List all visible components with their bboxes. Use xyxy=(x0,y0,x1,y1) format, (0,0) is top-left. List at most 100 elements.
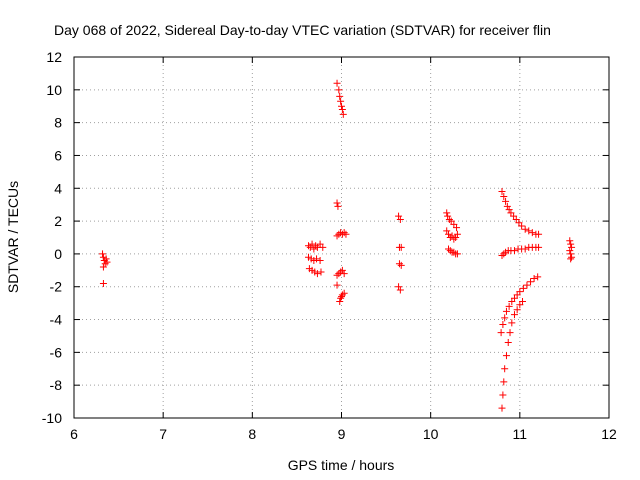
y-tick-label: -6 xyxy=(50,344,63,360)
x-tick-label: 9 xyxy=(338,426,346,442)
data-point xyxy=(566,237,574,245)
data-point xyxy=(516,288,524,296)
y-tick-label: -8 xyxy=(50,377,63,393)
data-point xyxy=(498,252,506,260)
data-point xyxy=(505,206,513,214)
data-point xyxy=(310,245,318,253)
data-point xyxy=(338,291,346,299)
data-point xyxy=(396,286,404,294)
data-point xyxy=(450,235,458,243)
y-tick-label: 10 xyxy=(46,82,62,98)
data-point xyxy=(518,222,526,230)
data-point xyxy=(567,240,575,248)
data-point xyxy=(453,230,461,238)
data-point xyxy=(333,271,341,279)
data-point xyxy=(497,329,505,337)
data-point xyxy=(521,245,529,253)
data-point xyxy=(505,302,513,310)
chart-title: Day 068 of 2022, Sidereal Day-to-day VTE… xyxy=(54,22,551,38)
data-point xyxy=(498,188,506,196)
data-point xyxy=(339,110,347,118)
data-point xyxy=(528,229,536,237)
data-point xyxy=(395,260,403,268)
data-point xyxy=(316,256,324,264)
data-point xyxy=(336,297,344,305)
data-point xyxy=(527,278,535,286)
y-axis-ticks: -10 -8 -6 -4 -2 0 2 4 6 8 10 12 xyxy=(42,49,609,426)
data-point xyxy=(103,258,111,266)
x-tick-label: 11 xyxy=(513,426,528,442)
data-point xyxy=(443,227,451,235)
data-point xyxy=(508,319,516,327)
data-point xyxy=(453,250,461,258)
data-point xyxy=(333,199,341,207)
x-tick-label: 12 xyxy=(601,426,617,442)
data-point xyxy=(568,243,576,251)
data-point xyxy=(102,255,110,263)
y-tick-label: 12 xyxy=(46,49,62,65)
x-tick-label: 7 xyxy=(159,426,167,442)
data-point xyxy=(513,306,521,314)
data-point xyxy=(502,197,510,205)
data-point xyxy=(500,378,508,386)
data-point xyxy=(340,229,348,237)
data-point xyxy=(319,243,327,251)
data-point xyxy=(340,289,348,297)
y-tick-label: -2 xyxy=(50,279,63,295)
y-tick-label: 0 xyxy=(54,246,62,262)
data-point xyxy=(337,294,345,302)
data-point xyxy=(502,307,510,315)
data-point xyxy=(334,202,342,210)
data-point xyxy=(397,243,405,251)
data-point xyxy=(395,283,403,291)
data-point xyxy=(534,273,542,281)
data-point xyxy=(566,247,574,255)
data-point xyxy=(308,240,316,248)
data-point xyxy=(338,106,346,114)
x-axis-ticks: 6 7 8 9 10 11 12 xyxy=(70,57,617,442)
data-point xyxy=(523,281,531,289)
data-point xyxy=(501,314,509,322)
data-point xyxy=(519,284,527,292)
y-tick-label: 6 xyxy=(54,147,62,163)
data-point xyxy=(396,215,404,223)
data-point xyxy=(510,311,518,319)
data-point xyxy=(567,255,575,263)
data-point xyxy=(500,192,508,200)
data-point xyxy=(338,266,346,274)
data-point xyxy=(342,230,350,238)
y-tick-label: 4 xyxy=(54,180,62,196)
data-point xyxy=(305,242,313,250)
data-point xyxy=(502,352,510,360)
data-point xyxy=(313,255,321,263)
data-point xyxy=(445,215,453,223)
data-point xyxy=(498,404,506,412)
data-point xyxy=(535,243,543,251)
data-point xyxy=(333,79,341,87)
data-point xyxy=(443,209,451,217)
data-point xyxy=(519,297,527,305)
data-point xyxy=(336,92,344,100)
y-axis-label: SDTVAR / TECUs xyxy=(5,181,21,293)
data-point xyxy=(503,202,511,210)
data-point xyxy=(500,250,508,258)
y-tick-label: 2 xyxy=(54,213,62,229)
data-points xyxy=(99,79,576,412)
data-point xyxy=(444,212,452,220)
x-tick-label: 10 xyxy=(423,426,439,442)
data-point xyxy=(306,243,314,251)
grid-lines xyxy=(74,57,609,418)
data-point xyxy=(312,242,320,250)
data-point xyxy=(99,263,107,271)
data-point xyxy=(317,268,325,276)
data-point xyxy=(445,245,452,253)
data-point xyxy=(445,230,452,238)
data-point xyxy=(333,281,341,289)
data-point xyxy=(521,225,529,233)
data-point xyxy=(99,250,107,258)
data-point xyxy=(501,365,509,373)
data-point xyxy=(499,391,507,399)
data-point xyxy=(313,270,321,278)
y-tick-label: 8 xyxy=(54,115,62,131)
